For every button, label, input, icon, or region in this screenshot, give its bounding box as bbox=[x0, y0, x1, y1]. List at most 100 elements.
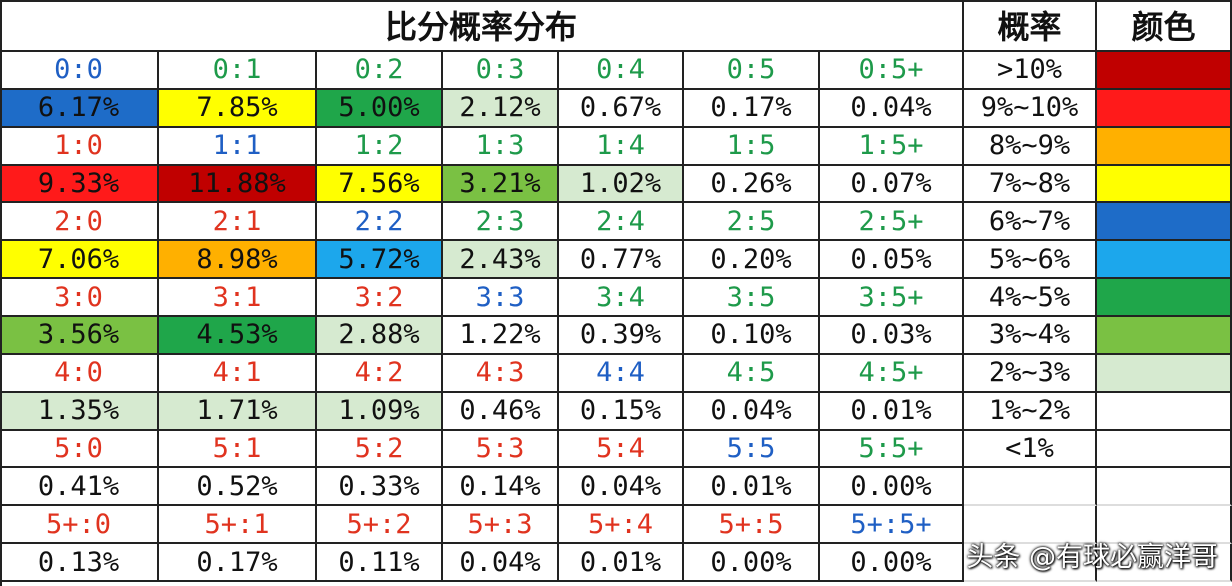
score-label: 5+:5 bbox=[684, 506, 820, 545]
legend-color-swatch bbox=[1097, 279, 1232, 317]
probability-cell: 1.71% bbox=[159, 392, 317, 431]
legend-color-swatch bbox=[1097, 506, 1232, 545]
legend-range: 9%~10% bbox=[964, 89, 1097, 128]
probability-cell: 0.03% bbox=[820, 316, 964, 355]
score-label: 5:3 bbox=[443, 430, 559, 469]
score-label: 0:5 bbox=[684, 52, 820, 90]
probability-cell: 0.14% bbox=[443, 468, 559, 507]
score-label: 4:5+ bbox=[820, 354, 964, 393]
probability-cell: 0.13% bbox=[0, 544, 159, 582]
probability-cell: 0.04% bbox=[684, 392, 820, 431]
score-label: 5:4 bbox=[559, 430, 684, 469]
legend-color-header: 颜色 bbox=[1097, 0, 1232, 52]
probability-cell: 4.53% bbox=[159, 316, 317, 355]
score-label: 3:1 bbox=[159, 279, 317, 317]
probability-cell: 0.04% bbox=[559, 468, 684, 507]
score-label: 4:3 bbox=[443, 354, 559, 393]
score-label: 0:1 bbox=[159, 52, 317, 90]
probability-cell: 2.43% bbox=[443, 241, 559, 280]
score-label: 0:2 bbox=[317, 52, 443, 90]
probability-cell: 0.11% bbox=[317, 544, 443, 582]
score-label: 3:5+ bbox=[820, 279, 964, 317]
score-label: 4:4 bbox=[559, 354, 684, 393]
score-label: 5:5 bbox=[684, 430, 820, 469]
probability-cell: 1.35% bbox=[0, 392, 159, 431]
legend-prob-header: 概率 bbox=[964, 0, 1097, 52]
score-label: 2:5 bbox=[684, 203, 820, 242]
legend-range bbox=[964, 506, 1097, 545]
score-label: 5+:3 bbox=[443, 506, 559, 545]
probability-cell: 7.06% bbox=[0, 241, 159, 280]
probability-cell: 7.85% bbox=[159, 89, 317, 128]
probability-cell: 0.05% bbox=[820, 241, 964, 280]
score-label: 5:0 bbox=[0, 430, 159, 469]
probability-cell: 1.22% bbox=[443, 316, 559, 355]
probability-cell: 5.72% bbox=[317, 241, 443, 280]
legend-range: <1% bbox=[964, 430, 1097, 469]
score-label: 4:5 bbox=[684, 354, 820, 393]
legend-range bbox=[964, 468, 1097, 507]
probability-cell: 11.88% bbox=[159, 165, 317, 204]
score-label: 5:1 bbox=[159, 430, 317, 469]
score-label: 1:4 bbox=[559, 127, 684, 166]
score-label: 2:0 bbox=[0, 203, 159, 242]
score-label: 3:4 bbox=[559, 279, 684, 317]
score-label: 1:1 bbox=[159, 127, 317, 166]
legend-color-swatch bbox=[1097, 392, 1232, 431]
probability-cell: 0.01% bbox=[820, 392, 964, 431]
legend-color-swatch bbox=[1097, 430, 1232, 469]
legend-range: 4%~5% bbox=[964, 279, 1097, 317]
legend-range: 7%~8% bbox=[964, 165, 1097, 204]
probability-cell: 0.00% bbox=[684, 544, 820, 582]
score-label: 5:2 bbox=[317, 430, 443, 469]
probability-cell: 0.77% bbox=[559, 241, 684, 280]
probability-cell: 0.10% bbox=[684, 316, 820, 355]
probability-cell: 2.12% bbox=[443, 89, 559, 128]
probability-cell: 7.56% bbox=[317, 165, 443, 204]
score-label: 0:5+ bbox=[820, 52, 964, 90]
score-label: 2:2 bbox=[317, 203, 443, 242]
score-label: 0:3 bbox=[443, 52, 559, 90]
probability-cell: 0.67% bbox=[559, 89, 684, 128]
probability-cell: 0.07% bbox=[820, 165, 964, 204]
legend-color-swatch bbox=[1097, 52, 1232, 90]
probability-cell: 5.00% bbox=[317, 89, 443, 128]
probability-cell: 0.39% bbox=[559, 316, 684, 355]
legend-range: 3%~4% bbox=[964, 316, 1097, 355]
score-label: 1:0 bbox=[0, 127, 159, 166]
score-label: 4:1 bbox=[159, 354, 317, 393]
score-label: 3:5 bbox=[684, 279, 820, 317]
score-label: 2:1 bbox=[159, 203, 317, 242]
score-label: 2:3 bbox=[443, 203, 559, 242]
probability-cell: 0.00% bbox=[820, 468, 964, 507]
probability-cell: 0.15% bbox=[559, 392, 684, 431]
probability-cell: 0.01% bbox=[684, 468, 820, 507]
legend-range: 8%~9% bbox=[964, 127, 1097, 166]
legend-color-swatch bbox=[1097, 354, 1232, 393]
probability-cell: 0.46% bbox=[443, 392, 559, 431]
probability-cell: 0.17% bbox=[684, 89, 820, 128]
probability-cell: 2.88% bbox=[317, 316, 443, 355]
watermark: 头条 @有球必赢洋哥 bbox=[966, 542, 1218, 573]
score-label: 3:2 bbox=[317, 279, 443, 317]
score-label: 2:4 bbox=[559, 203, 684, 242]
probability-cell: 3.56% bbox=[0, 316, 159, 355]
probability-cell: 0.04% bbox=[820, 89, 964, 128]
legend-range bbox=[964, 544, 1097, 582]
legend-range: 6%~7% bbox=[964, 203, 1097, 242]
score-label: 3:0 bbox=[0, 279, 159, 317]
score-label: 1:3 bbox=[443, 127, 559, 166]
probability-cell: 0.17% bbox=[159, 544, 317, 582]
probability-cell: 9.33% bbox=[0, 165, 159, 204]
probability-cell: 0.00% bbox=[820, 544, 964, 582]
legend-range: 2%~3% bbox=[964, 354, 1097, 393]
probability-cell: 3.21% bbox=[443, 165, 559, 204]
score-label: 0:4 bbox=[559, 52, 684, 90]
probability-cell: 0.33% bbox=[317, 468, 443, 507]
score-label: 5+:0 bbox=[0, 506, 159, 545]
score-label: 0:0 bbox=[0, 52, 159, 90]
legend-range: >10% bbox=[964, 52, 1097, 90]
probability-cell: 1.09% bbox=[317, 392, 443, 431]
score-label: 5:5+ bbox=[820, 430, 964, 469]
